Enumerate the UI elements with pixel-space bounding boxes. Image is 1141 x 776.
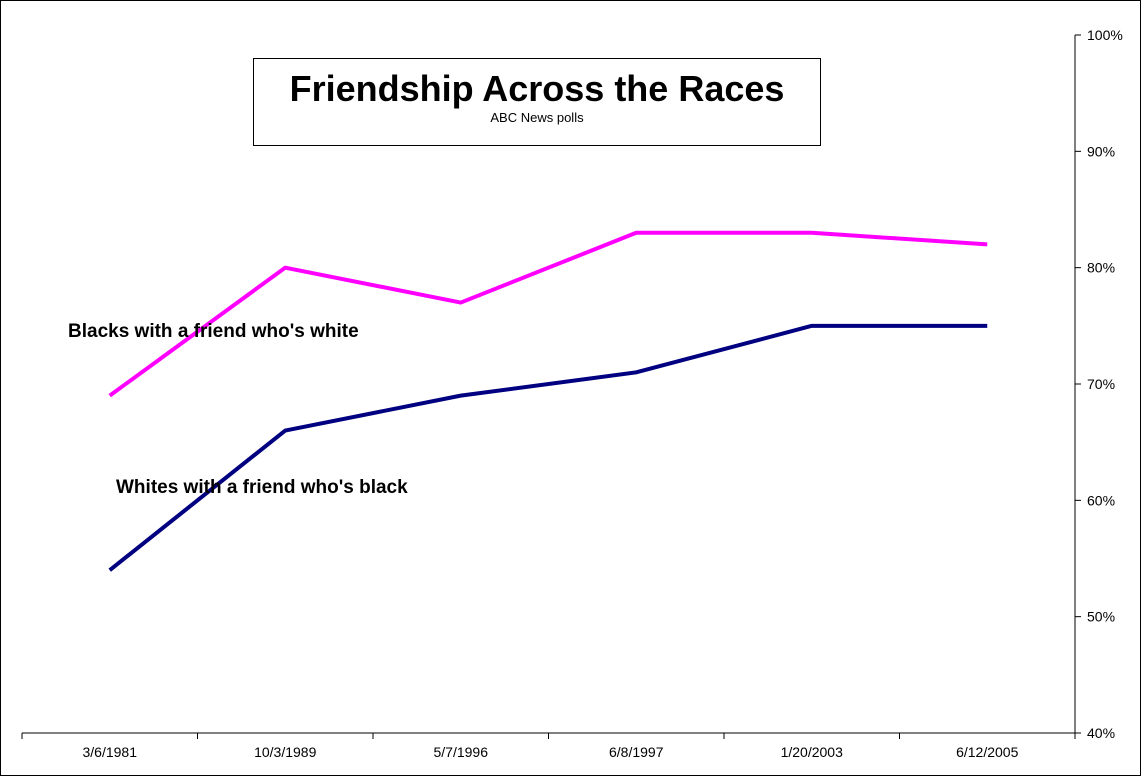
series-line-1 bbox=[108, 323, 988, 572]
x-tick-label: 6/8/1997 bbox=[609, 744, 664, 760]
x-tick-label: 3/6/1981 bbox=[83, 744, 138, 760]
series-line-0 bbox=[108, 230, 988, 398]
y-tick-label: 70% bbox=[1087, 376, 1115, 392]
x-tick-label: 1/20/2003 bbox=[781, 744, 843, 760]
y-tick-label: 50% bbox=[1087, 609, 1115, 625]
y-tick-label: 100% bbox=[1087, 27, 1123, 43]
series-label-1: Whites with a friend who's black bbox=[116, 477, 408, 498]
series-label-0: Blacks with a friend who's white bbox=[68, 321, 359, 342]
x-tick-label: 10/3/1989 bbox=[254, 744, 316, 760]
y-tick-label: 80% bbox=[1087, 260, 1115, 276]
x-tick-label: 6/12/2005 bbox=[956, 744, 1018, 760]
y-tick-label: 60% bbox=[1087, 492, 1115, 508]
axes: 3/6/1981 10/3/1989 5/7/1996 6/8/1997 1/20/20… bbox=[21, 27, 1123, 760]
chart-title: Friendship Across the Races bbox=[289, 68, 785, 109]
x-tick-label: 5/7/1996 bbox=[434, 744, 489, 760]
y-tick-label: 90% bbox=[1087, 143, 1115, 159]
title-box: Friendship Across the Races ABC News pol… bbox=[253, 58, 821, 146]
series-lines bbox=[108, 230, 988, 572]
series-labels: Blacks with a friend who's white Whites w… bbox=[68, 321, 408, 498]
y-tick-label: 40% bbox=[1087, 725, 1115, 741]
chart-subtitle: ABC News polls bbox=[490, 110, 584, 125]
